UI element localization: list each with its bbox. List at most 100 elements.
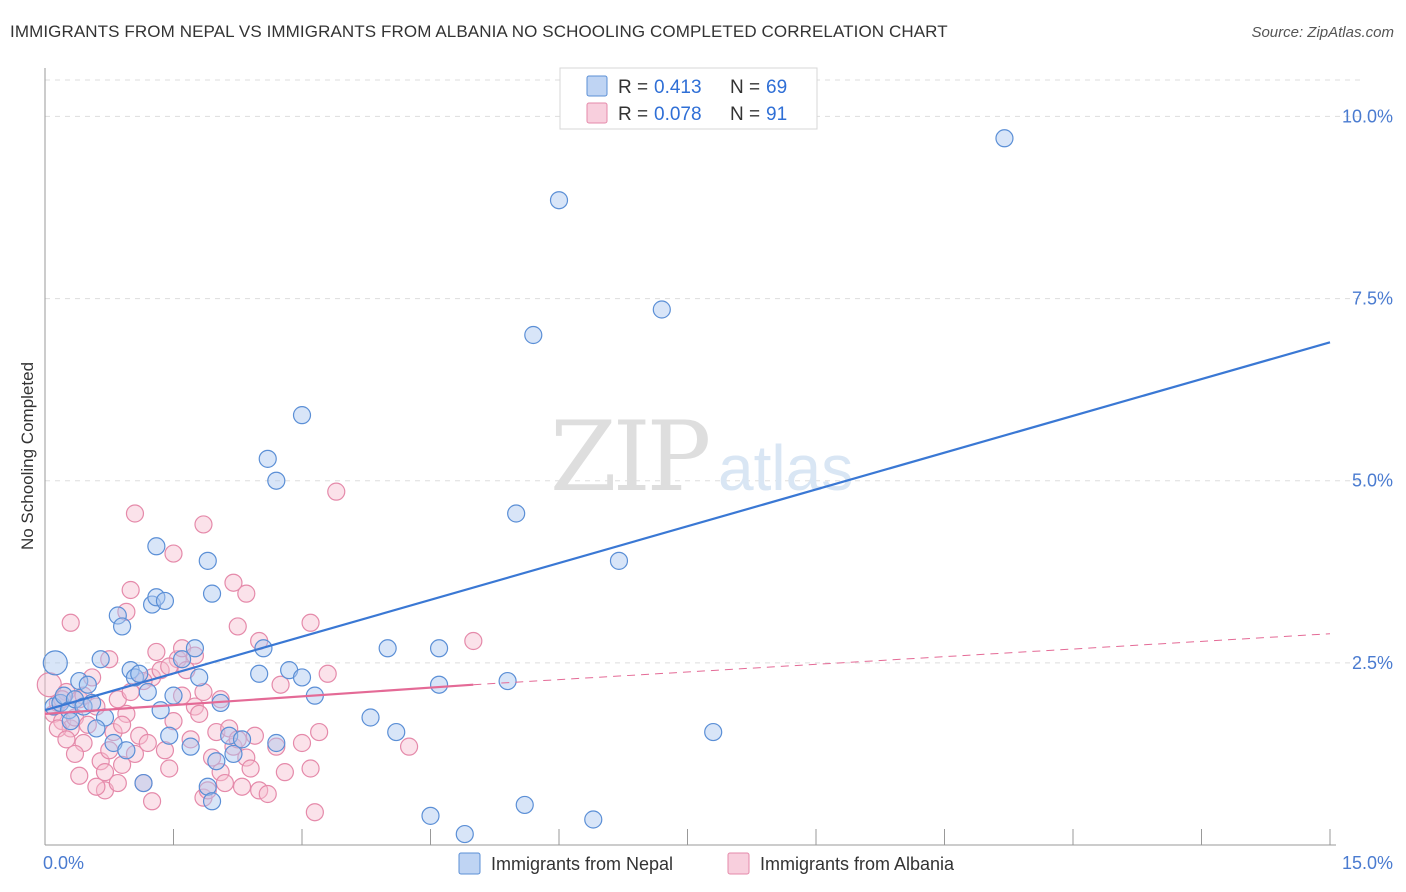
nepal-point-55: [498, 671, 517, 691]
albania-point-52: [275, 763, 294, 782]
albania-point-63: [237, 584, 256, 603]
y-tick-label-3: 10.0%: [1342, 106, 1393, 126]
albania-point-25: [147, 642, 166, 662]
nepal-point-56: [507, 504, 526, 523]
nepal-point-68: [87, 719, 106, 738]
nepal-point-54: [455, 824, 474, 844]
albania-point-66: [301, 613, 320, 632]
nepal-point-9: [78, 675, 97, 694]
nepal-point-50: [387, 722, 406, 742]
nepal-point-27: [181, 737, 200, 756]
legend-n-label-albania: N =: [730, 104, 760, 125]
x-tick-labels: 0.0% 15.0%: [43, 853, 1393, 873]
legend-r-label-nepal: R =: [618, 77, 648, 98]
x-tick-label-min: 0.0%: [43, 853, 84, 873]
nepal-point-64: [995, 129, 1014, 148]
trend-lines: [44, 341, 1331, 715]
albania-point-70: [61, 613, 80, 632]
albania-point-86: [112, 715, 132, 734]
nepal-trend-line: [44, 341, 1331, 712]
albania-point-33: [181, 730, 200, 749]
albania-point-50: [258, 784, 277, 804]
albania-point-61: [121, 580, 140, 600]
albania-point-45: [232, 777, 252, 796]
series-legend-label-albania: Immigrants from Albania: [760, 854, 955, 874]
chart-title: IMMIGRANTS FROM NEPAL VS IMMIGRANTS FROM…: [10, 22, 948, 41]
nepal-point-49: [378, 639, 397, 658]
albania-point-56: [310, 722, 329, 742]
albania-point-5: [61, 719, 80, 738]
nepal-point-58: [524, 325, 543, 345]
nepal-point-25: [164, 686, 183, 705]
albania-point-41: [215, 773, 234, 793]
nepal-point-0: [42, 650, 68, 676]
nepal-point-67: [207, 752, 226, 771]
watermark-zip: ZIP: [550, 401, 709, 513]
nepal-point-29: [190, 668, 209, 687]
nepal-point-61: [609, 551, 629, 570]
legend-r-value-albania: 0.078: [654, 104, 702, 125]
y-tick-label-2: 7.5%: [1352, 289, 1393, 309]
nepal-point-43: [198, 551, 217, 570]
albania-point-40: [211, 763, 230, 782]
y-tick-label-1: 5.0%: [1352, 471, 1393, 491]
albania-point-83: [194, 682, 213, 702]
y-axis-label: No Schooling Completed: [18, 362, 37, 550]
albania-trend-extension: [473, 633, 1331, 686]
albania-point-23: [138, 733, 157, 753]
nepal-point-35: [232, 730, 252, 749]
albania-point-54: [301, 759, 320, 778]
albania-point-69: [464, 631, 483, 651]
grid-lines: [45, 79, 1360, 664]
nepal-point-6: [61, 712, 80, 731]
albania-point-67: [327, 482, 346, 501]
nepal-point-36: [250, 664, 269, 683]
nepal-point-62: [652, 300, 671, 319]
correlation-legend: R = 0.413 N = 69 R = 0.078 N = 91: [559, 67, 818, 130]
nepal-point-15: [112, 617, 132, 636]
nepal-point-48: [361, 708, 380, 727]
albania-point-29: [164, 712, 183, 731]
legend-r-label-albania: R =: [618, 104, 648, 125]
nepal-point-23: [155, 591, 175, 611]
albania-point-78: [65, 744, 85, 764]
albania-point-87: [271, 675, 290, 694]
albania-trend-line: [44, 683, 474, 715]
albania-point-77: [87, 777, 106, 796]
nepal-point-30: [198, 777, 217, 796]
series-legend-swatch-nepal: [458, 852, 481, 875]
nepal-point-34: [224, 744, 243, 764]
albania-point-53: [292, 733, 312, 753]
nepal-point-63: [704, 722, 723, 742]
y-tick-label-0: 2.5%: [1352, 653, 1393, 673]
nepal-point-14: [108, 606, 127, 625]
albania-point-55: [305, 803, 324, 822]
albania-point-27: [155, 741, 175, 760]
nepal-point-66: [117, 741, 136, 760]
nepal-point-42: [147, 537, 166, 556]
nepal-point-19: [138, 682, 157, 702]
nepal-point-60: [584, 810, 603, 829]
legend-n-value-nepal: 69: [766, 77, 787, 98]
x-tick-label-max: 15.0%: [1342, 853, 1393, 873]
nepal-point-24: [160, 726, 179, 745]
nepal-point-46: [267, 471, 286, 490]
nepal-point-57: [515, 795, 534, 815]
series-legend-swatch-albania: [727, 852, 750, 875]
albania-point-88: [70, 766, 89, 785]
albania-point-59: [164, 544, 183, 563]
nepal-point-51: [421, 806, 440, 825]
albania-point-47: [241, 759, 260, 778]
source-label: Source: ZipAtlas.com: [1251, 24, 1394, 41]
nepal-point-31: [202, 792, 222, 811]
watermark: ZIP atlas: [550, 401, 853, 513]
albania-point-68: [399, 737, 419, 756]
nepal-point-52: [429, 639, 449, 658]
watermark-atlas: atlas: [718, 432, 853, 504]
nepal-point-45: [258, 449, 277, 468]
nepal-point-28: [185, 639, 205, 658]
albania-point-89: [108, 773, 127, 793]
albania-point-62: [224, 573, 243, 592]
albania-point-81: [57, 730, 76, 749]
